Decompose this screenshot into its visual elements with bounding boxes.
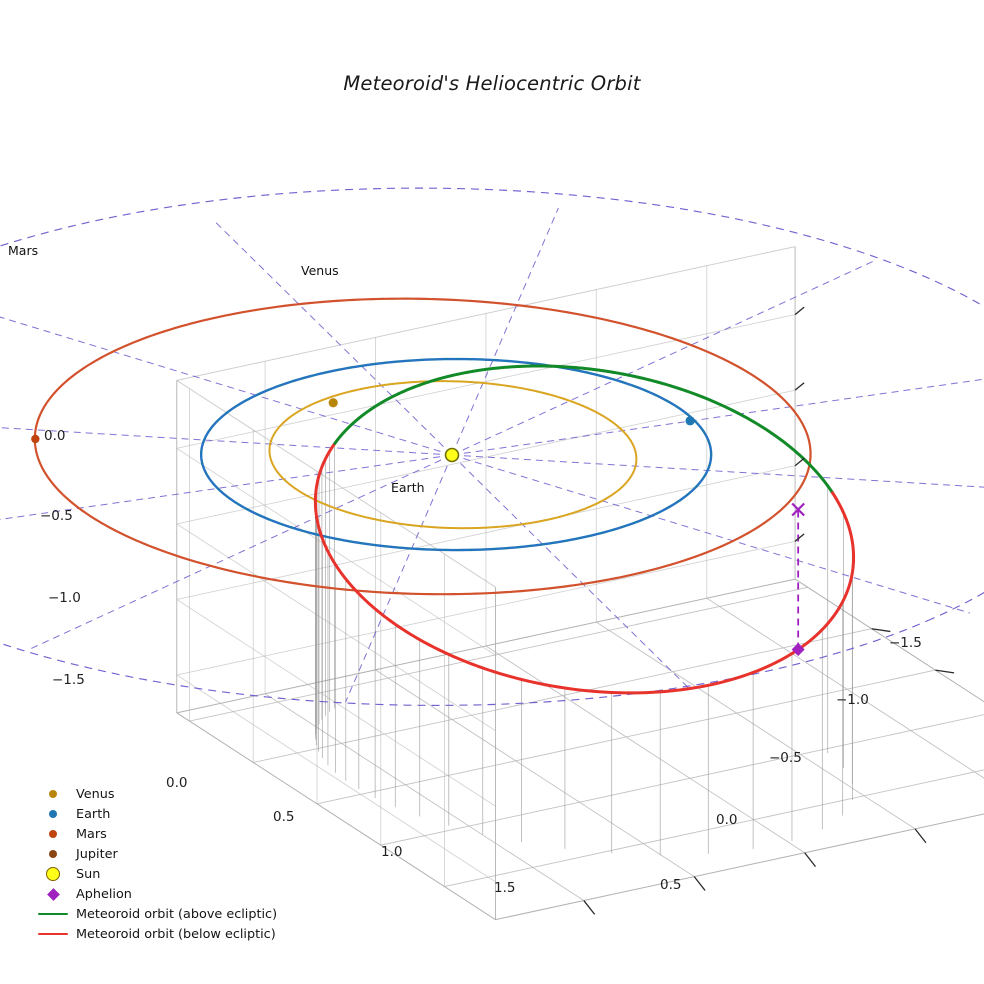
legend-item-label: Mars [76,826,107,842]
page-title: Meteoroid's Heliocentric Orbit [343,72,641,95]
legend-item-label: Sun [76,866,101,882]
axis-z-tick-label: 0.0 [44,428,66,444]
axis-y-tick-label: 0.5 [660,877,682,893]
legend-swatch-venus [36,790,70,798]
legend-marker-dot [49,790,57,798]
axis-z-tick-label: −1.5 [52,672,85,688]
axis-y-tick-label: −0.5 [769,750,802,766]
axis-y-tick-label: −1.0 [836,692,869,708]
legend-item[interactable]: Meteoroid orbit (below ecliptic) [36,924,277,944]
legend-item[interactable]: Aphelion [36,884,277,904]
annotation-earth: Earth [391,480,425,495]
legend-marker-dot [49,850,57,858]
legend-marker-dot [46,867,60,881]
orbit-droplines [315,443,853,856]
axis-tick-marks [583,306,955,915]
planet-orbit-curves [0,187,984,706]
aphelion-projection-line [791,502,805,650]
legend-swatch-jupiter [36,850,70,858]
axis-z-tick-label: −0.5 [40,508,73,524]
legend-swatch-line [36,912,70,916]
legend-item-label: Aphelion [76,886,132,902]
legend-item-label: Venus [76,786,115,802]
legend-swatch-sun [36,867,70,881]
legend-item[interactable]: Meteoroid orbit (above ecliptic) [36,904,277,924]
legend-swatch-line [36,932,70,936]
legend-item[interactable]: Sun [36,864,277,884]
axis-y-tick-label: −1.5 [889,635,922,651]
annotation-mars: Mars [8,243,39,258]
legend-item-label: Earth [76,806,111,822]
legend-marker-dot [49,810,57,818]
body-markers [31,398,805,657]
axis-x-tick-label: 1.5 [494,880,516,896]
legend-swatch-aphelion [36,887,70,901]
sun-radial-lines [0,207,984,703]
meteoroid-orbit-curve [313,364,856,695]
legend-item[interactable]: Venus [36,784,277,804]
legend-item-label: Jupiter [76,846,118,862]
legend-item[interactable]: Mars [36,824,277,844]
legend-item-label: Meteoroid orbit (below ecliptic) [76,926,276,942]
legend-marker-dot [49,830,57,838]
legend-marker-diamond [46,887,60,901]
legend: Venus Earth Mars Jupiter Sun Aphelion Meteoroi… [36,784,277,944]
axis-y-tick-label: 0.0 [716,812,738,828]
legend-item[interactable]: Jupiter [36,844,277,864]
axis-x-tick-label: 0.0 [166,775,188,791]
legend-swatch-mars [36,830,70,838]
legend-marker-line [38,912,68,916]
legend-item[interactable]: Earth [36,804,277,824]
legend-swatch-earth [36,810,70,818]
axis-x-tick-label: 1.0 [381,844,403,860]
legend-item-label: Meteoroid orbit (above ecliptic) [76,906,278,922]
axis-z-tick-label: −1.0 [48,590,81,606]
legend-marker-line [38,932,68,936]
annotation-venus: Venus [301,263,339,278]
axis-x-tick-label: 0.5 [273,809,295,825]
